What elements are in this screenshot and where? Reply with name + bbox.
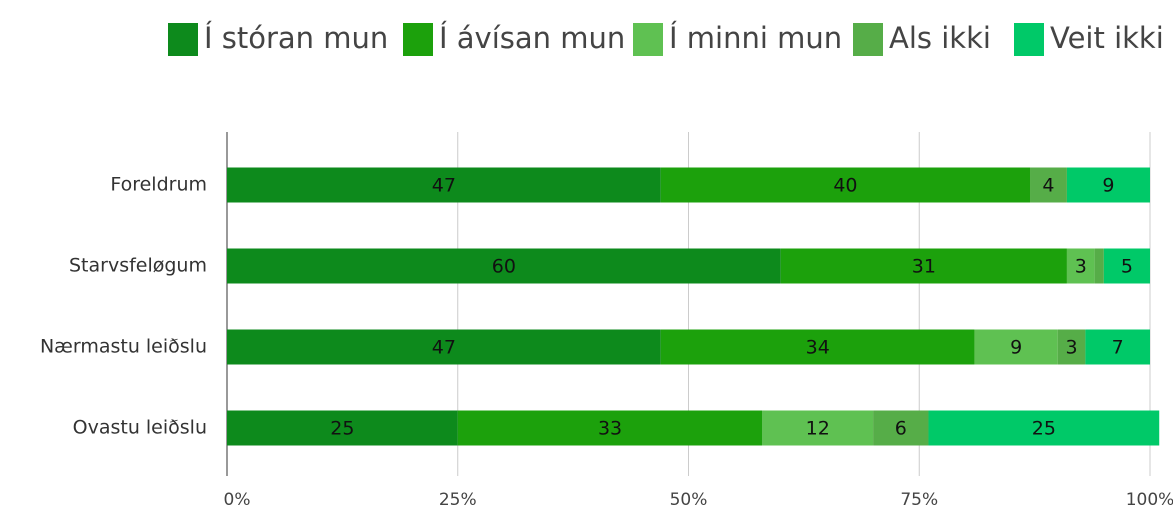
x-tick-label: 100%: [1126, 490, 1173, 510]
bar-segment: [660, 167, 1031, 203]
bar-segment: [227, 329, 661, 365]
data-label: 60: [492, 256, 516, 278]
legend-label: Als ikki: [889, 21, 991, 55]
data-label: 6: [895, 418, 907, 440]
data-label: 47: [432, 337, 456, 359]
legend-label: Í stóran mun: [204, 21, 388, 55]
legend-swatch: [853, 23, 883, 56]
bar-segment: [1103, 248, 1150, 284]
data-label: 40: [833, 175, 857, 197]
data-label: 25: [330, 418, 354, 440]
bar-segment: [227, 410, 458, 446]
bar-segment: [928, 410, 1160, 446]
legend-label: Veit ikki: [1050, 21, 1164, 55]
x-tick-label: 25%: [439, 490, 477, 510]
bar-segment: [974, 329, 1058, 365]
category-label: Ovastu leiðslu: [73, 417, 207, 439]
legend-label: Í ávísan mun: [439, 21, 625, 55]
data-label: 3: [1075, 256, 1087, 278]
data-label: 12: [806, 418, 830, 440]
data-label: 34: [806, 337, 830, 359]
bar-segment: [660, 329, 975, 365]
bar-segment: [762, 410, 874, 446]
bar-segment: [1030, 167, 1067, 203]
bar-segment: [1085, 329, 1150, 365]
data-label: 5: [1121, 256, 1133, 278]
bar-segment: [1066, 167, 1150, 203]
legend-label: Í minni mun: [669, 21, 842, 55]
data-label: 7: [1112, 337, 1124, 359]
bar-segment: [780, 248, 1067, 284]
data-label: 9: [1010, 337, 1022, 359]
bar-segment: [1094, 248, 1104, 284]
bar-segment: [457, 410, 763, 446]
data-label: 9: [1102, 175, 1114, 197]
category-label: Foreldrum: [110, 174, 207, 196]
data-label: 4: [1042, 175, 1054, 197]
category-label: Starvsfeløgum: [69, 255, 207, 277]
bar-segment: [873, 410, 929, 446]
data-label: 33: [598, 418, 622, 440]
legend-swatch: [633, 23, 663, 56]
data-label: 3: [1065, 337, 1077, 359]
category-label: Nærmastu leiðslu: [40, 336, 207, 358]
legend-swatch: [403, 23, 433, 56]
x-tick-label: 50%: [670, 490, 708, 510]
legend-swatch: [168, 23, 198, 56]
data-label: 25: [1032, 418, 1056, 440]
bar-segment: [227, 167, 661, 203]
x-tick-label: 75%: [900, 490, 938, 510]
data-label: 31: [912, 256, 936, 278]
bar-segment: [1066, 248, 1095, 284]
x-tick-label: 0%: [224, 490, 251, 510]
bar-segment: [227, 248, 781, 284]
bar-segment: [1057, 329, 1086, 365]
legend-swatch: [1014, 23, 1044, 56]
data-label: 47: [432, 175, 456, 197]
